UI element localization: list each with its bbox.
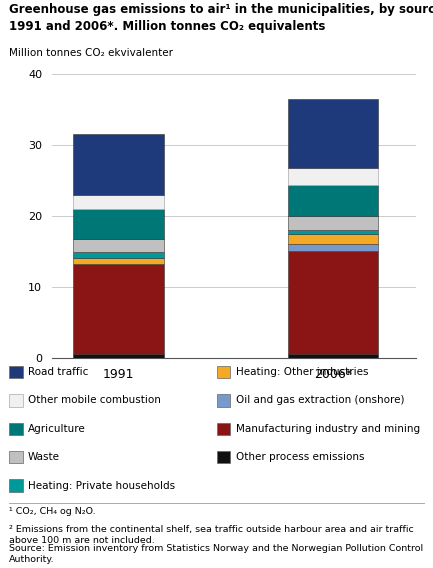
Text: Agriculture: Agriculture [28, 424, 85, 434]
Text: Million tonnes CO₂ ekvivalenter: Million tonnes CO₂ ekvivalenter [9, 48, 173, 59]
Bar [288, 244, 378, 251]
Bar [73, 258, 164, 264]
Bar [73, 264, 164, 354]
Bar [288, 168, 378, 185]
Text: Waste: Waste [28, 452, 60, 462]
Bar [288, 251, 378, 354]
Text: ² Emissions from the continental shelf, sea traffic outside harbour area and air: ² Emissions from the continental shelf, … [9, 525, 414, 545]
Text: Source: Emission inventory from Statistics Norway and the Norwegian Pollution Co: Source: Emission inventory from Statisti… [9, 544, 423, 563]
Text: ¹ CO₂, CH₄ og N₂O.: ¹ CO₂, CH₄ og N₂O. [9, 507, 95, 516]
Bar [288, 99, 378, 168]
Text: Oil and gas extraction (onshore): Oil and gas extraction (onshore) [236, 395, 404, 406]
Text: 1991 and 2006*. Million tonnes CO₂ equivalents: 1991 and 2006*. Million tonnes CO₂ equiv… [9, 20, 325, 33]
Text: Heating: Other industries: Heating: Other industries [236, 367, 368, 377]
Bar [288, 354, 378, 358]
Text: Other mobile combustion: Other mobile combustion [28, 395, 161, 406]
Bar [288, 233, 378, 244]
Text: Greenhouse gas emissions to air¹ in the municipalities, by source² .: Greenhouse gas emissions to air¹ in the … [9, 3, 433, 16]
Bar [288, 216, 378, 230]
Bar [73, 134, 164, 195]
Bar [73, 252, 164, 258]
Text: Heating: Private households: Heating: Private households [28, 481, 175, 491]
Text: Other process emissions: Other process emissions [236, 452, 364, 462]
Bar [288, 185, 378, 216]
Text: Road traffic: Road traffic [28, 367, 88, 377]
Text: Manufacturing industry and mining: Manufacturing industry and mining [236, 424, 420, 434]
Bar [288, 230, 378, 233]
Bar [73, 239, 164, 252]
Bar [73, 210, 164, 239]
Bar [73, 195, 164, 210]
Bar [73, 354, 164, 358]
